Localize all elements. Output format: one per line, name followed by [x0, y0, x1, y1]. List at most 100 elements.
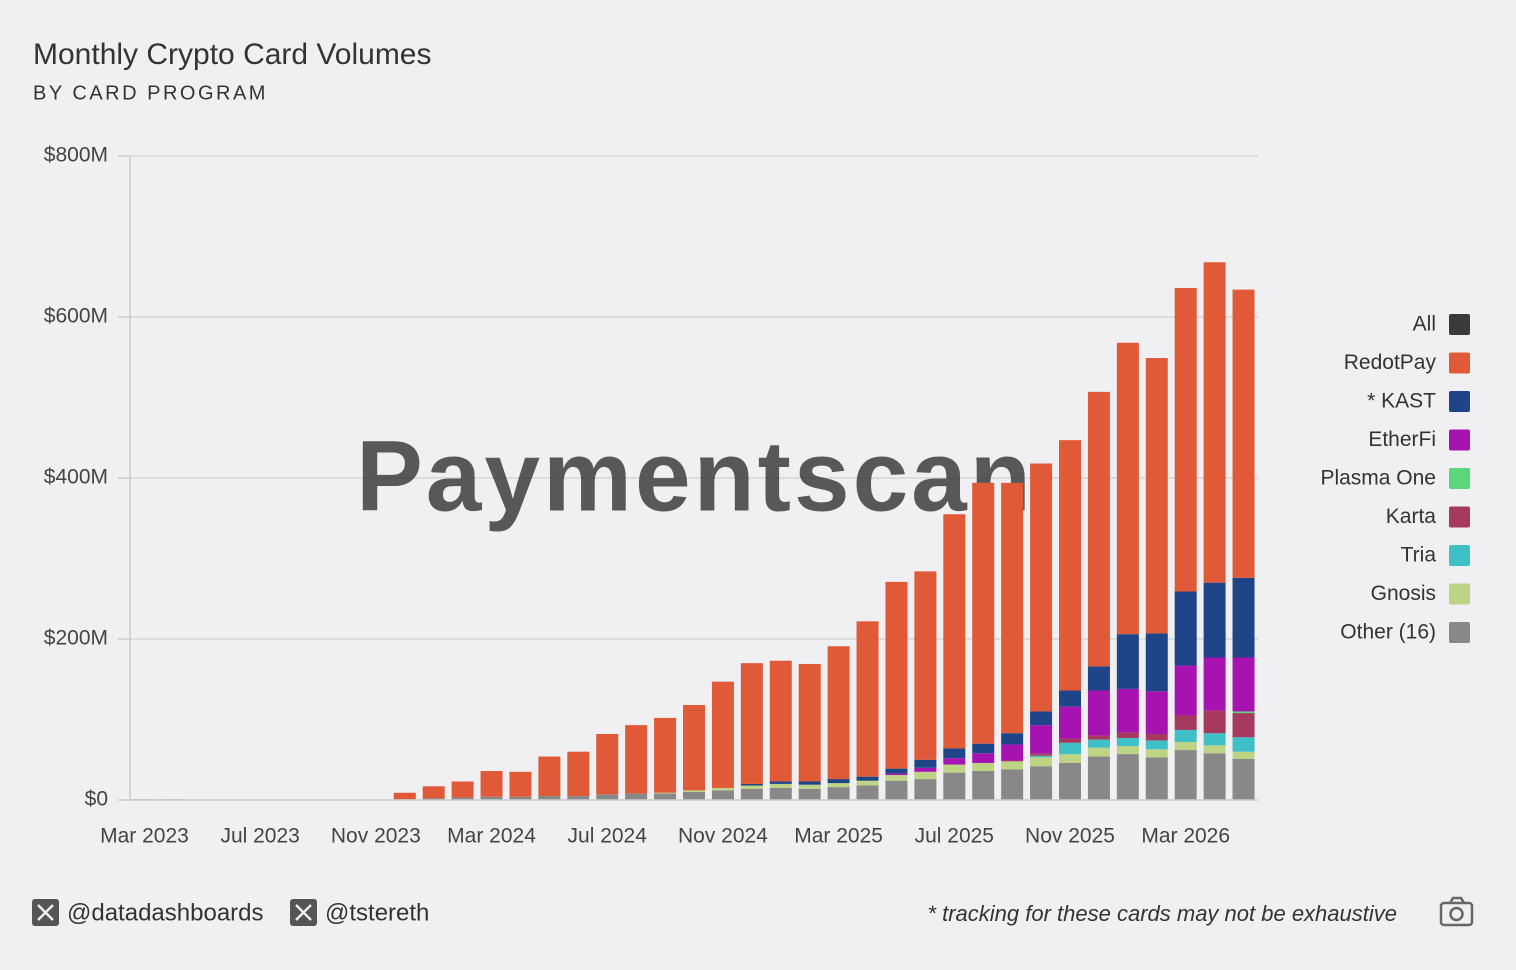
bar-segment: [509, 796, 532, 800]
bar-segment: [972, 771, 995, 800]
bar-segment: [1116, 738, 1139, 747]
bar-segment: [1203, 657, 1226, 711]
bar-segment: [1232, 577, 1255, 658]
bar-segment: [654, 717, 677, 793]
chart-subtitle: BY CARD PROGRAM: [33, 82, 268, 104]
bar-segment: [914, 779, 937, 800]
bar-segment: [538, 795, 561, 800]
bar-segment: [1145, 749, 1168, 758]
bar-segment: [1203, 262, 1226, 583]
x-tick-label: Mar 2024: [447, 825, 536, 848]
legend-label: Tria: [1401, 544, 1437, 567]
bar-segment: [943, 758, 966, 765]
bar-segment: [1087, 666, 1110, 691]
bar-segment: [1087, 391, 1110, 667]
bar-segment: [1232, 289, 1255, 578]
bar-segment: [1116, 634, 1139, 689]
legend-label: Karta: [1386, 505, 1437, 528]
bar-segment: [827, 787, 850, 800]
bar-segment: [827, 783, 850, 788]
bar-segment: [596, 733, 619, 795]
bar-segment: [1059, 738, 1081, 743]
legend-label: Other (16): [1340, 621, 1436, 644]
bar-segment: [769, 781, 792, 784]
x-tick-label: Jul 2025: [915, 825, 994, 848]
bar-segment: [1232, 758, 1255, 800]
bar-segment: [1030, 766, 1053, 800]
bar-segment: [1203, 753, 1226, 800]
bar-segment: [856, 776, 879, 781]
bar-segment: [1203, 582, 1226, 658]
y-tick-label: $0: [85, 788, 108, 811]
bar-segment: [683, 791, 705, 800]
legend-label: RedotPay: [1344, 351, 1437, 374]
bar-segment: [1145, 358, 1168, 634]
bar-segment: [1232, 737, 1255, 752]
bar-segment: [914, 759, 937, 768]
bar-segment: [509, 771, 532, 797]
bar-segment: [422, 798, 445, 800]
footer-handle[interactable]: @datadashboards: [67, 899, 264, 926]
x-tick-label: Nov 2025: [1025, 825, 1115, 848]
y-tick-label: $400M: [44, 466, 108, 489]
bar-segment: [827, 646, 850, 780]
bar-segment: [1232, 713, 1255, 738]
bar-segment: [1087, 739, 1110, 748]
legend-label: Plasma One: [1320, 467, 1436, 490]
footer-handle[interactable]: @tstereth: [325, 899, 429, 926]
x-logo[interactable]: [32, 899, 59, 926]
bar-segment: [1116, 688, 1139, 733]
bar-segment: [1030, 463, 1053, 712]
x-tick-label: Jul 2024: [568, 825, 648, 848]
x-tick-label: Mar 2026: [1141, 825, 1230, 848]
bar-segment: [885, 773, 908, 776]
bar-segment: [1116, 754, 1139, 800]
bar-segment: [1232, 657, 1255, 712]
bar-segment: [1087, 747, 1110, 757]
bar-segment: [1001, 761, 1024, 770]
bar-segment: [1174, 742, 1197, 751]
bar-segment: [740, 788, 763, 800]
bar-segment: [1174, 591, 1197, 666]
bar-segment: [885, 775, 908, 781]
x-logo[interactable]: [290, 899, 317, 926]
bar-segment: [451, 797, 474, 800]
bar-segment: [885, 768, 908, 774]
bar-segment: [885, 780, 908, 800]
bar-segment: [827, 779, 850, 784]
bar-segment: [856, 780, 879, 786]
bar-segment: [1059, 440, 1081, 691]
x-tick-label: Jul 2023: [220, 825, 299, 848]
bar-segment: [1174, 288, 1197, 592]
bar-segment: [1232, 751, 1255, 759]
bar-segment: [740, 785, 763, 789]
camera-icon[interactable]: [1439, 896, 1474, 927]
bar-segment: [1059, 690, 1081, 707]
x-tick-label: Nov 2024: [678, 825, 768, 848]
x-tick-label: Mar 2025: [794, 825, 883, 848]
legend-label: Gnosis: [1371, 582, 1436, 605]
y-tick-label: $600M: [44, 305, 108, 328]
bar-segment: [1145, 691, 1168, 734]
bar-segment: [711, 790, 734, 800]
bar-segment: [769, 787, 792, 800]
bar-segment: [480, 771, 503, 797]
bar-segment: [972, 482, 995, 744]
legend-swatch: [1449, 468, 1470, 489]
bar-segment: [1030, 755, 1053, 758]
bar-segment: [769, 783, 792, 788]
bar-segment: [422, 786, 445, 799]
bar-segment: [567, 795, 590, 800]
bar-segment: [625, 725, 648, 794]
bar-segment: [1116, 342, 1139, 635]
bar-segment: [1087, 756, 1110, 800]
bar-segment: [1174, 715, 1197, 730]
bar-segment: [740, 663, 763, 784]
bar-segment: [654, 792, 677, 794]
legend-swatch: [1449, 352, 1470, 374]
bar-segment: [1059, 742, 1081, 755]
bar-segment: [943, 748, 966, 759]
bar-segment: [1059, 754, 1081, 763]
